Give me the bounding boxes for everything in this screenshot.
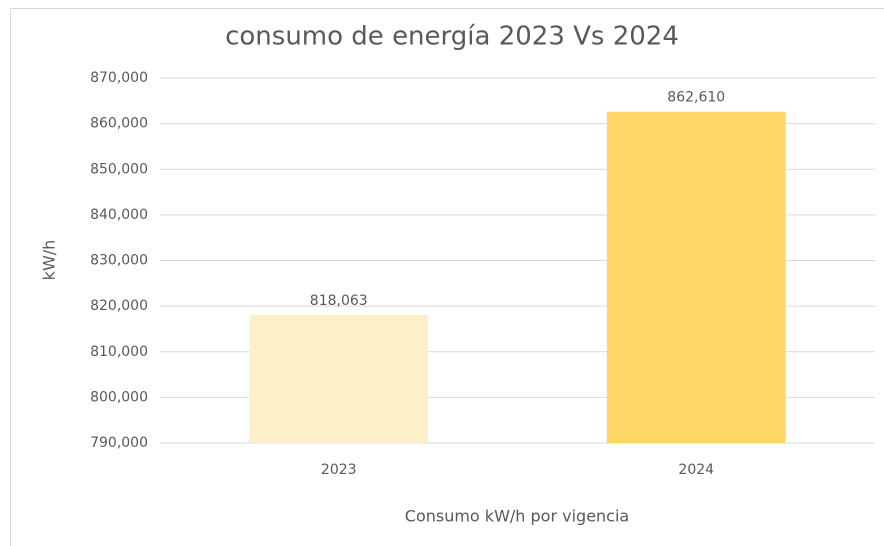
y-tick-label: 800,000 xyxy=(90,389,148,405)
y-axis-label: kW/h xyxy=(40,240,59,281)
chart-title: consumo de energía 2023 Vs 2024 xyxy=(225,22,679,52)
data-label: 862,610 xyxy=(667,90,725,106)
y-tick-label: 870,000 xyxy=(90,70,148,86)
bar xyxy=(249,314,429,443)
y-tick-label: 840,000 xyxy=(90,207,148,223)
y-tick-label: 820,000 xyxy=(90,298,148,314)
y-tick-label: 810,000 xyxy=(90,344,148,360)
y-tick-label: 850,000 xyxy=(90,161,148,177)
x-axis-label: Consumo kW/h por vigencia xyxy=(405,507,629,526)
x-tick-label: 2023 xyxy=(321,462,357,478)
y-tick-label: 830,000 xyxy=(90,253,148,269)
bar xyxy=(606,111,786,444)
data-label: 818,063 xyxy=(310,293,368,309)
y-tick-label: 860,000 xyxy=(90,116,148,132)
y-tick-label: 790,000 xyxy=(90,435,148,451)
x-tick-label: 2024 xyxy=(678,462,714,478)
